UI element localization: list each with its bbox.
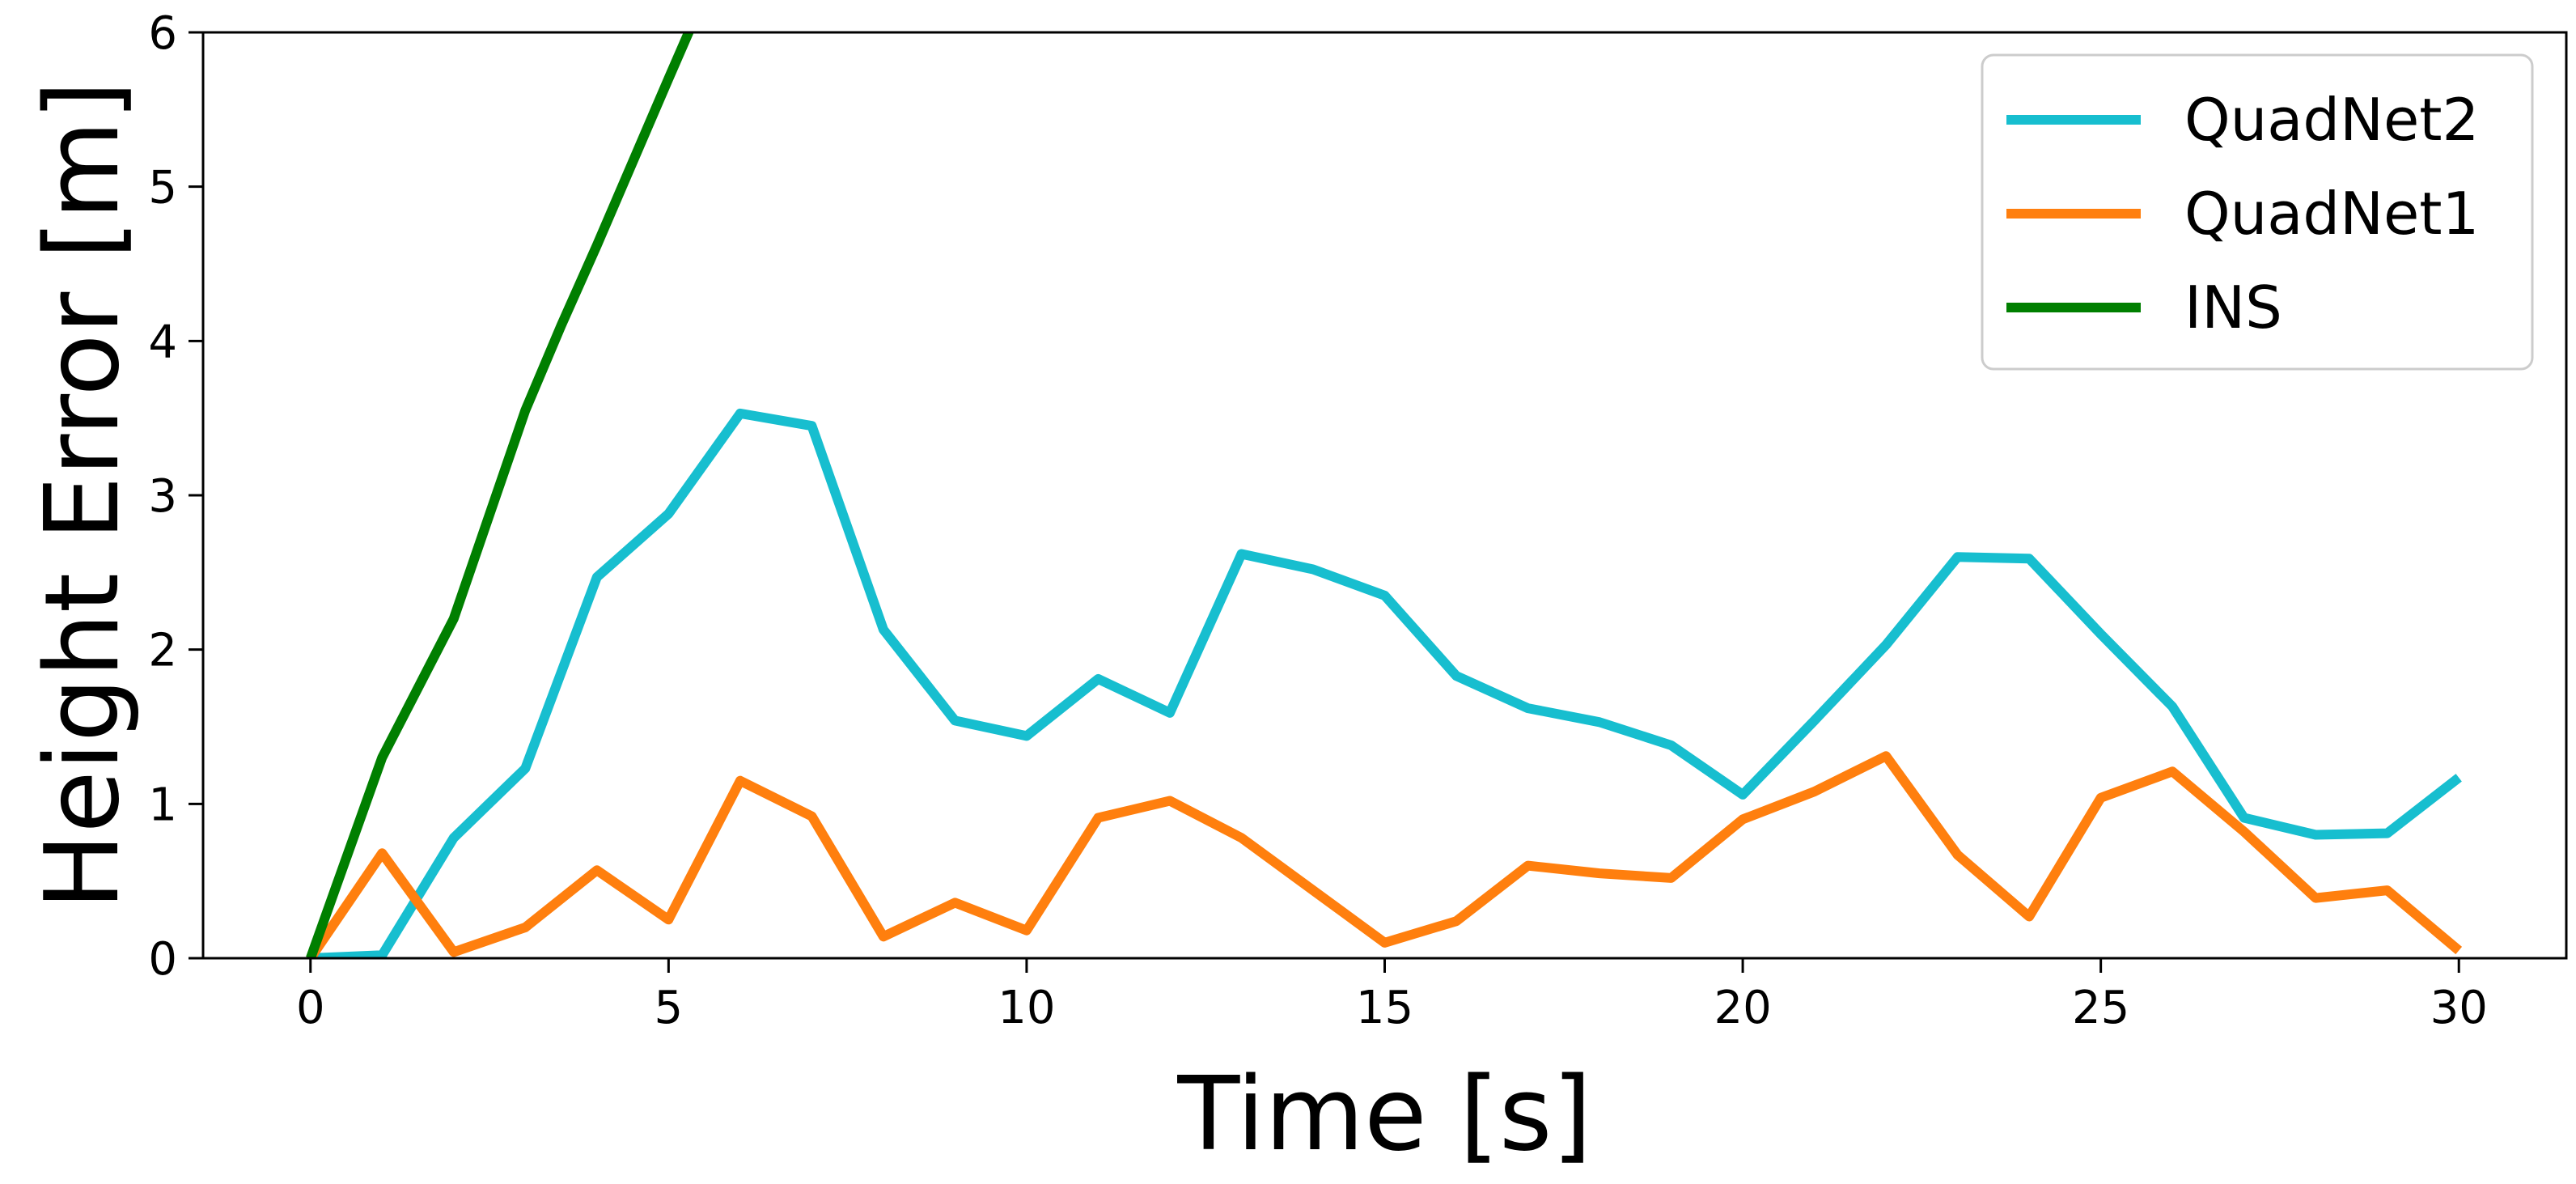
- x-tick-label: 15: [1356, 982, 1413, 1034]
- series-line-quadnet2: [310, 408, 2462, 958]
- y-tick-label: 1: [148, 779, 177, 831]
- legend-box: [1981, 53, 2534, 371]
- series-line-ins: [306, 32, 694, 958]
- y-tick-label: 5: [148, 162, 177, 214]
- y-axis-label: Height Error [m]: [23, 81, 142, 910]
- y-tick-label: 0: [148, 933, 177, 986]
- x-tick-label: 20: [1714, 982, 1771, 1034]
- x-axis-label: Time [s]: [1176, 1055, 1591, 1173]
- y-tick-label: 4: [148, 316, 177, 368]
- y-tick-label: 6: [148, 7, 177, 60]
- ticks-layer: 0 5 10 15 20 25 30 0 1 2 3 4 5 6: [148, 7, 2488, 1034]
- y-tick-label: 3: [148, 470, 177, 523]
- x-tick-label: 25: [2072, 982, 2129, 1034]
- series-line-quadnet1: [306, 751, 2463, 958]
- x-tick-label: 5: [655, 982, 684, 1034]
- legend-label-quadnet2: QuadNet2: [2184, 86, 2479, 154]
- x-tick-label: 10: [998, 982, 1055, 1034]
- x-tick-label: 30: [2430, 982, 2488, 1034]
- y-tick-label: 2: [148, 625, 177, 677]
- legend: QuadNet2 QuadNet1 INS: [1981, 53, 2534, 371]
- legend-label-quadnet1: QuadNet1: [2184, 180, 2479, 248]
- x-tick-label: 0: [296, 982, 325, 1034]
- series-layer: [306, 32, 2463, 958]
- legend-label-ins: INS: [2184, 274, 2282, 342]
